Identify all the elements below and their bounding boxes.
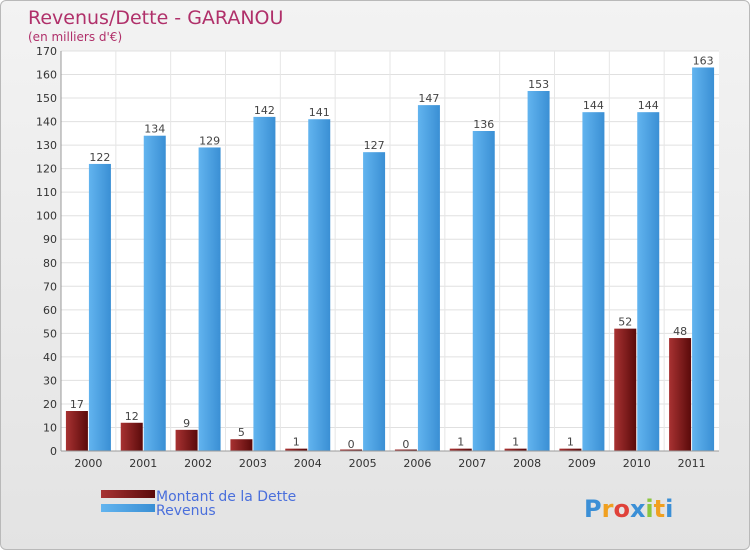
bar-value-label: 134 (144, 123, 165, 136)
bar-value-label: 0 (402, 438, 409, 451)
logo-letter: i (665, 495, 673, 523)
bar-revenus (472, 131, 495, 451)
bar-value-label: 52 (618, 316, 632, 329)
grid-layer (61, 50, 719, 452)
bar-revenus (527, 91, 550, 451)
y-tick-label: 70 (43, 280, 57, 293)
bar-value-label: 0 (348, 438, 355, 451)
y-tick-label: 90 (43, 233, 57, 246)
bars-layer: 17 122 12 134 9 129 5 142 1 141 0 127 0 147 1 136 1 153 1 1… (65, 54, 715, 452)
y-tick-label: 30 (43, 374, 57, 387)
y-tick-label: 150 (36, 92, 57, 105)
bar-value-label: 144 (638, 99, 659, 112)
bar-dette (504, 448, 527, 451)
legend-label: Revenus (156, 503, 216, 519)
bar-value-label: 1 (567, 436, 574, 449)
x-tick-label: 2006 (403, 457, 431, 470)
bar-value-label: 163 (693, 54, 714, 67)
bar-value-label: 136 (473, 118, 494, 131)
bar-value-label: 17 (70, 398, 84, 411)
bar-value-label: 142 (254, 104, 275, 117)
bar-value-label: 127 (364, 139, 385, 152)
legend-swatch (101, 504, 155, 512)
legend-swatch (101, 490, 155, 498)
x-tick-label: 2000 (74, 457, 102, 470)
chart-subtitle: (en milliers d'€) (28, 30, 122, 44)
y-tick-label: 80 (43, 257, 57, 270)
axis-layer: 0102030405060708090100110120130140150160… (36, 45, 719, 470)
y-tick-label: 20 (43, 398, 57, 411)
x-tick-label: 2004 (294, 457, 322, 470)
bar-revenus (637, 112, 660, 452)
logo-letter: i (645, 495, 653, 523)
y-tick-label: 160 (36, 69, 57, 82)
x-tick-label: 2007 (458, 457, 486, 470)
chart-title: Revenus/Dette - GARANOU (28, 7, 283, 29)
bar-revenus (253, 116, 276, 451)
bar-value-label: 129 (199, 134, 220, 147)
x-tick-label: 2011 (678, 457, 706, 470)
bar-revenus (363, 152, 386, 452)
bar-dette (340, 449, 363, 451)
y-tick-label: 140 (36, 116, 57, 129)
bar-value-label: 1 (293, 436, 300, 449)
x-tick-label: 2005 (349, 457, 377, 470)
bar-dette (230, 439, 253, 451)
bar-value-label: 48 (673, 325, 687, 338)
bar-dette (175, 429, 198, 451)
y-tick-label: 40 (43, 351, 57, 364)
bar-value-label: 122 (89, 151, 110, 164)
bar-revenus (198, 147, 221, 451)
bar-value-label: 5 (238, 426, 245, 439)
logo-letter: r (602, 495, 614, 523)
bar-value-label: 1 (457, 436, 464, 449)
x-tick-label: 2002 (184, 457, 212, 470)
bar-dette (669, 338, 692, 451)
bar-value-label: 153 (528, 78, 549, 91)
bar-value-label: 144 (583, 99, 604, 112)
bar-value-label: 1 (512, 436, 519, 449)
bar-revenus (88, 163, 111, 452)
bar-revenus (143, 135, 166, 452)
bar-dette (65, 411, 88, 451)
bar-revenus (582, 112, 605, 452)
bar-value-label: 12 (125, 410, 139, 423)
bar-dette (614, 328, 637, 451)
y-tick-label: 60 (43, 304, 57, 317)
logo-letter: x (630, 495, 646, 523)
bar-revenus (308, 119, 331, 451)
bar-value-label: 141 (309, 106, 330, 119)
y-tick-label: 0 (50, 445, 57, 458)
x-tick-label: 2009 (568, 457, 596, 470)
logo-letter: t (654, 495, 665, 523)
legend-label: Montant de la Dette (156, 489, 296, 505)
x-tick-label: 2008 (513, 457, 541, 470)
x-tick-label: 2001 (129, 457, 157, 470)
bar-dette (120, 422, 143, 451)
x-tick-label: 2010 (623, 457, 651, 470)
y-tick-label: 130 (36, 139, 57, 152)
bar-dette (559, 448, 582, 451)
logo-letter: o (613, 495, 630, 523)
bar-value-label: 9 (183, 417, 190, 430)
bar-dette (394, 449, 417, 451)
bar-revenus (417, 105, 440, 451)
proxiti-logo: Proxiti (584, 495, 673, 523)
bar-dette (449, 448, 472, 451)
bar-dette (285, 448, 308, 451)
y-tick-label: 10 (43, 421, 57, 434)
logo-letter: P (584, 495, 602, 523)
y-tick-label: 120 (36, 163, 57, 176)
x-tick-label: 2003 (239, 457, 267, 470)
y-tick-label: 50 (43, 327, 57, 340)
bar-value-label: 147 (418, 92, 439, 105)
bar-revenus (692, 67, 715, 452)
y-tick-label: 100 (36, 210, 57, 223)
y-tick-label: 110 (36, 186, 57, 199)
y-tick-label: 170 (36, 45, 57, 58)
